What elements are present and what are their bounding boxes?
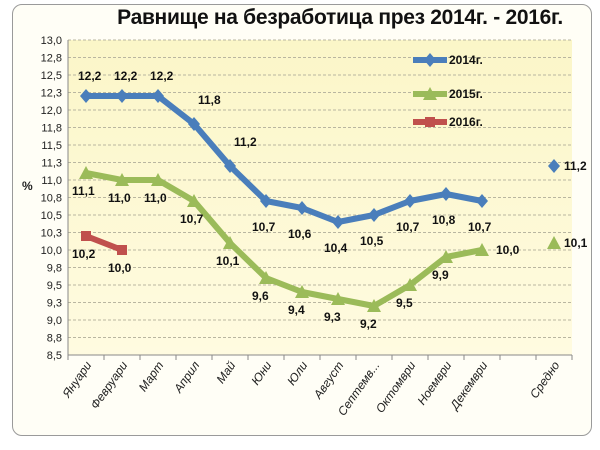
diamond-marker [424,53,436,67]
diamond-marker [404,194,416,208]
data-label: 10,7 [468,220,492,234]
data-label: 9,4 [288,303,305,317]
triangle-marker [439,250,453,263]
y-tick-label: 11,3 [41,158,62,170]
data-label: 10,7 [180,212,204,226]
data-label: 9,9 [432,268,449,282]
legend-label: 2015г. [449,87,483,101]
diamond-marker [440,187,452,201]
y-tick-label: 13,0 [41,35,62,47]
x-tick-label: Средно [527,358,563,401]
triangle-marker [259,271,273,284]
x-tick-label: Май [214,358,239,386]
x-tick-label: Август [310,359,346,402]
diamond-marker [260,194,272,208]
square-marker [81,231,91,241]
data-label: 12,2 [78,69,102,83]
data-label: 11,1 [72,184,95,198]
diamond-marker [332,215,344,229]
triangle-marker [475,243,489,256]
data-label: 10,8 [432,213,456,227]
triangle-marker [151,173,165,186]
y-tick-label: 11,5 [41,140,62,152]
triangle-marker [367,299,381,312]
diamond-marker [116,89,128,103]
y-axis-label: % [22,179,33,193]
data-label: 9,6 [252,289,269,303]
diamond-marker [368,208,380,222]
data-label: 10,1 [216,254,240,268]
diamond-marker [296,201,308,215]
triangle-marker [547,236,561,249]
data-label: 11,0 [144,191,167,205]
y-tick-label: 10,3 [41,228,62,240]
data-label: 9,2 [360,317,377,331]
y-tick-label: 9,3 [47,298,62,310]
y-tick-label: 11,0 [41,175,62,187]
y-tick-label: 10,8 [41,193,62,205]
triangle-marker [79,166,93,179]
legend-label: 2016г. [449,115,483,129]
data-label: 10,4 [324,241,348,255]
data-label: 10,6 [288,227,312,241]
x-tick-label: Февруари [88,358,131,411]
data-label: 10,2 [72,247,96,261]
triangle-marker [187,194,201,207]
x-tick-label: Юли [284,358,310,387]
legend-label: 2014г. [449,53,483,67]
y-tick-label: 11,8 [41,123,62,135]
triangle-marker [331,292,345,305]
x-tick-label: Март [136,359,167,394]
chart-title: Равнище на безработица през 2014г. - 201… [117,6,563,29]
y-tick-label: 12,5 [41,70,62,82]
data-label: 12,2 [114,69,138,83]
y-tick-label: 9,8 [47,263,62,275]
data-label: 12,2 [150,69,174,83]
data-label: 10,7 [396,220,420,234]
data-label: 11,2 [234,135,257,149]
series-line-2 [84,233,124,253]
diamond-marker [548,159,560,173]
diamond-marker [476,194,488,208]
y-tick-label: 10,0 [41,245,62,257]
y-tick-label: 12,8 [41,53,62,65]
y-tick-label: 9,0 [47,315,62,327]
data-label: 11,8 [198,93,221,107]
diamond-marker [152,89,164,103]
data-label: 9,3 [324,310,341,324]
data-label: 10,0 [108,261,132,275]
y-tick-label: 12,0 [41,105,62,117]
data-label: 10,1 [564,236,588,250]
triangle-marker [423,87,437,100]
data-label: 10,7 [252,220,276,234]
square-marker [425,117,435,127]
y-tick-label: 8,8 [47,333,62,345]
x-tick-label: Ноември [414,358,454,407]
data-label: 11,0 [108,191,131,205]
y-tick-label: 10,5 [41,210,62,222]
data-label: 10,0 [496,243,520,257]
diamond-marker [224,159,236,173]
data-label: 11,2 [564,159,587,173]
x-tick-label: Януари [59,358,95,401]
triangle-marker [115,173,129,186]
diamond-marker [80,89,92,103]
square-marker [117,245,127,255]
y-tick-label: 9,5 [47,280,62,292]
triangle-marker [295,285,309,298]
triangle-marker [223,236,237,249]
triangle-marker [403,278,417,291]
data-label: 9,5 [396,296,413,310]
diamond-marker [188,117,200,131]
x-tick-label: Април [170,359,202,396]
y-tick-label: 8,5 [47,350,62,362]
series-line-1 [85,170,483,309]
x-tick-label: Юни [248,358,274,387]
data-label: 10,5 [360,234,384,248]
y-tick-label: 12,3 [41,88,62,100]
